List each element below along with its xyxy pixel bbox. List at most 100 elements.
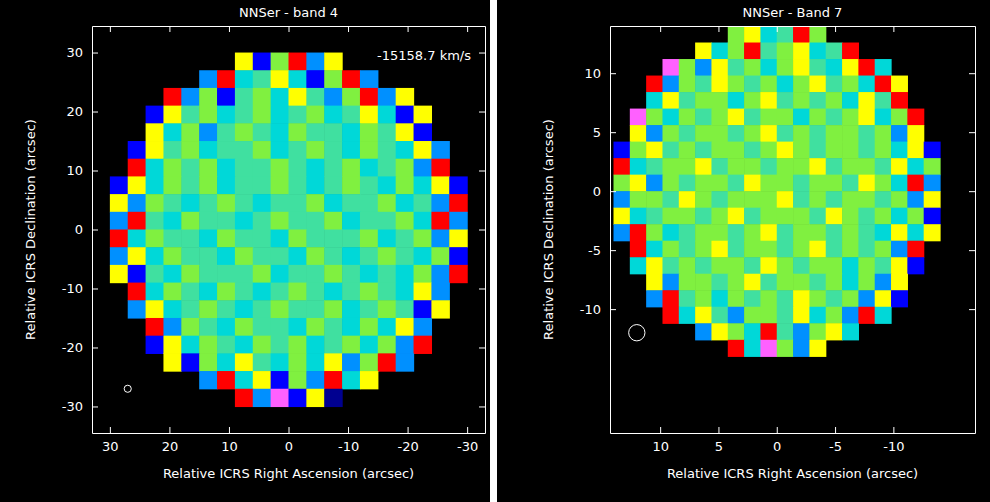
tick: -30: [62, 399, 98, 414]
cell: [891, 191, 908, 208]
cell: [858, 208, 875, 225]
cell: [662, 191, 679, 208]
cell: [875, 142, 892, 159]
cell: [378, 353, 396, 371]
tick: -20: [62, 340, 98, 355]
cell: [760, 340, 777, 357]
tick-mark: [348, 427, 349, 433]
cell: [217, 353, 235, 371]
cell: [306, 70, 324, 88]
cell: [342, 371, 360, 389]
cell: [842, 158, 859, 175]
tick-mark: [110, 26, 111, 32]
tick: 20: [162, 427, 179, 454]
cell: [289, 389, 307, 407]
cell: [253, 176, 271, 194]
cell: [342, 123, 360, 141]
cell: [217, 88, 235, 106]
cell: [396, 159, 414, 177]
tick-label: 0: [773, 439, 781, 454]
cell: [858, 274, 875, 291]
cell: [146, 141, 164, 159]
cell: [711, 76, 728, 93]
cell: [662, 125, 679, 142]
tick-mark: [777, 427, 778, 433]
tick: [835, 26, 836, 32]
cell: [306, 353, 324, 371]
tick-label: 10: [652, 439, 669, 454]
cell: [235, 353, 253, 371]
cell: [253, 336, 271, 354]
cell: [809, 26, 826, 43]
cell: [128, 300, 146, 318]
tick: [479, 171, 485, 172]
cell: [728, 76, 745, 93]
cell: [662, 257, 679, 274]
cell: [777, 323, 794, 340]
cell: [396, 353, 414, 371]
cell: [679, 142, 696, 159]
annotation-background: [374, 47, 474, 64]
cell: [728, 290, 745, 307]
cell: [199, 318, 217, 336]
cell: [744, 241, 761, 258]
cell: [342, 141, 360, 159]
cell: [449, 194, 467, 212]
cell: [253, 194, 271, 212]
cell: [378, 106, 396, 124]
tick: [777, 26, 778, 32]
cell: [199, 336, 217, 354]
cell: [235, 53, 253, 71]
cell: [396, 212, 414, 230]
cell: [360, 70, 378, 88]
cell: [110, 265, 128, 283]
cell: [744, 175, 761, 192]
cell: [253, 265, 271, 283]
cell: [777, 109, 794, 126]
plot-area: [613, 26, 940, 357]
cell: [342, 353, 360, 371]
cell: [711, 257, 728, 274]
cell: [875, 224, 892, 241]
cell: [181, 176, 199, 194]
cell: [199, 212, 217, 230]
cell: [199, 247, 217, 265]
cell: [924, 208, 941, 225]
cell: [760, 92, 777, 109]
beam: [629, 325, 645, 341]
cell: [793, 191, 810, 208]
cell: [858, 76, 875, 93]
tick: [660, 26, 661, 32]
cell: [842, 224, 859, 241]
cell: [695, 323, 712, 340]
cell: [199, 265, 217, 283]
cell: [891, 175, 908, 192]
tick-mark: [479, 171, 485, 172]
panel: 1050-5-10-10-50510NNSer - Band 7Relative…: [497, 0, 990, 502]
tick: [969, 250, 975, 251]
cell: [809, 241, 826, 258]
cell: [744, 142, 761, 159]
tick-mark: [110, 427, 111, 433]
cell: [235, 212, 253, 230]
cell: [858, 290, 875, 307]
tick: -5: [829, 427, 842, 454]
tick-label: -30: [457, 439, 478, 454]
cell: [163, 141, 181, 159]
cell: [907, 109, 924, 126]
cell: [199, 141, 217, 159]
cell: [695, 241, 712, 258]
cell: [858, 92, 875, 109]
tick: [289, 26, 290, 32]
cell: [378, 141, 396, 159]
cell: [342, 230, 360, 248]
cell: [646, 208, 663, 225]
cell: [324, 141, 342, 159]
tick: [969, 309, 975, 310]
cell: [630, 241, 647, 258]
cell: [342, 212, 360, 230]
tick-mark: [610, 132, 616, 133]
cell: [146, 230, 164, 248]
cell: [235, 318, 253, 336]
cell: [793, 290, 810, 307]
